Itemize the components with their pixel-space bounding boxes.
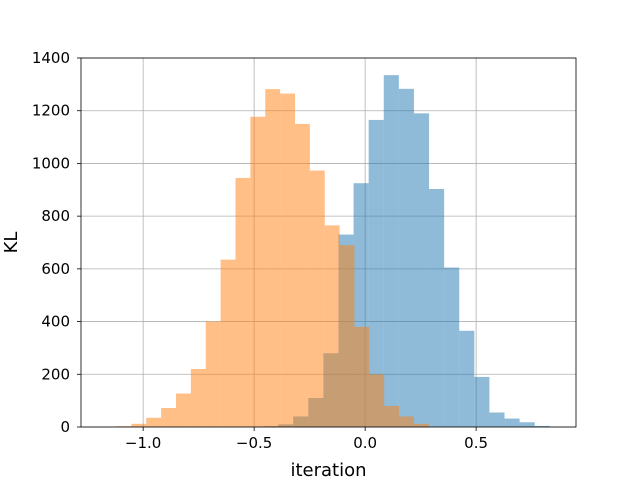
histogram-bar-series-1 xyxy=(459,330,475,427)
y-tick-label: 200 xyxy=(41,365,70,383)
histogram-bar-series-2 xyxy=(369,374,385,427)
histogram-bars xyxy=(116,75,550,428)
x-tick-label: −0.5 xyxy=(236,434,272,452)
x-tick-label: 0.5 xyxy=(464,434,488,452)
histogram-bar-series-1 xyxy=(444,267,460,427)
histogram-bar-series-2 xyxy=(205,321,221,427)
histogram-bar-series-2 xyxy=(339,245,355,427)
histogram-bar-series-2 xyxy=(176,393,191,427)
histogram-bar-series-2 xyxy=(399,416,414,427)
histogram-bar-series-1 xyxy=(398,88,414,427)
histogram-bar-series-2 xyxy=(220,259,236,427)
histogram-bar-series-2 xyxy=(324,225,340,427)
histogram-bar-series-1 xyxy=(413,113,430,427)
histogram-bar-series-1 xyxy=(474,376,490,427)
histogram-bar-series-2 xyxy=(280,93,295,427)
histogram-bar-series-1 xyxy=(534,425,550,427)
y-axis-label: KL xyxy=(1,232,22,254)
histogram-bar-series-2 xyxy=(413,423,429,427)
histogram-bar-series-2 xyxy=(161,408,177,427)
y-tick-label: 400 xyxy=(41,313,70,331)
x-axis-label: iteration xyxy=(290,460,366,480)
y-tick-label: 800 xyxy=(41,207,70,225)
histogram-bar-series-2 xyxy=(235,177,251,427)
y-tick-label: 1200 xyxy=(32,102,70,120)
histogram-bar-series-2 xyxy=(265,89,281,427)
histogram-bar-series-2 xyxy=(384,405,400,427)
histogram-bar-series-2 xyxy=(354,326,370,427)
histogram-bar-series-1 xyxy=(383,75,399,427)
histogram-bar-series-2 xyxy=(309,170,325,428)
histogram-bar-series-2 xyxy=(131,423,147,427)
histogram-bar-series-1 xyxy=(489,412,505,427)
y-tick-label: 0 xyxy=(60,418,70,436)
histogram-bar-series-1 xyxy=(504,418,520,427)
y-tick-label: 1400 xyxy=(32,49,70,67)
histogram-bar-series-2 xyxy=(250,116,266,427)
histogram-bar-series-2 xyxy=(190,369,206,427)
axis-ticks: −1.0 −0.5 0.0 0.5 0 200 400 600 800 1000 1200 1400 xyxy=(32,49,488,452)
histogram-bar-series-1 xyxy=(368,119,384,428)
histogram-bar-series-2 xyxy=(146,417,162,427)
y-tick-label: 1000 xyxy=(32,154,70,172)
histogram-bar-series-1 xyxy=(519,422,535,427)
x-tick-label: 0.0 xyxy=(353,434,377,452)
plot-frame xyxy=(80,57,577,428)
histogram-bar-series-2 xyxy=(294,123,310,428)
x-tick-label: −1.0 xyxy=(125,434,161,452)
y-tick-label: 600 xyxy=(41,260,70,278)
histogram-bar-series-1 xyxy=(429,188,445,427)
